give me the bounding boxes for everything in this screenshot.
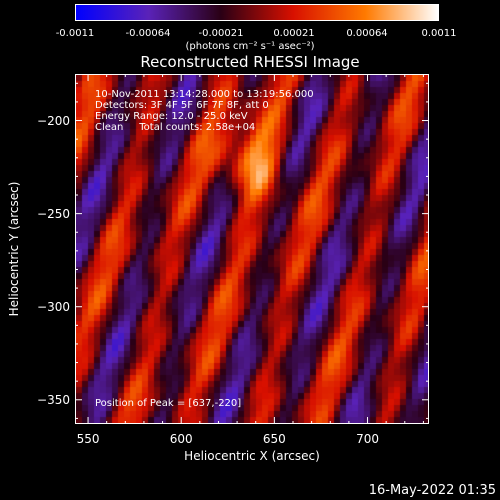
annotation-energy: Energy Range: 12.0 - 25.0 keV <box>95 111 248 122</box>
y-tick-label: −200 <box>37 113 70 128</box>
x-tick-label: 650 <box>262 432 286 446</box>
x-tick-label: 700 <box>356 432 379 446</box>
y-tick-label: −350 <box>37 392 70 407</box>
colorbar-tick: 0.0011 <box>421 28 457 39</box>
colorbar-tick: -0.00064 <box>125 28 171 39</box>
colorbar <box>75 4 439 21</box>
colorbar-tick: -0.00021 <box>198 28 244 39</box>
heatmap-image <box>76 75 428 423</box>
x-tick-label: 550 <box>76 432 100 446</box>
date-stamp: 16-May-2022 01:35 <box>368 483 496 498</box>
y-tick-label: −300 <box>37 299 70 314</box>
annotation-clean: Clean Total counts: 2.58e+04 <box>95 122 256 133</box>
colorbar-tick: 0.00064 <box>346 28 388 39</box>
colorbar-tick: 0.00021 <box>273 28 315 39</box>
annotation-detectors: Detectors: 3F 4F 5F 6F 7F 8F, att 0 <box>95 100 269 111</box>
y-tick-label: −250 <box>37 206 70 221</box>
chart-title: Reconstructed RHESSI Image <box>140 53 360 71</box>
colorbar-tick: -0.0011 <box>55 28 95 39</box>
colorbar-units: (photons cm⁻² s⁻¹ asec⁻²) <box>185 41 315 52</box>
plot-area: 10-Nov-2011 13:14:28.000 to 13:19:56.000… <box>75 74 429 424</box>
annotation-time: 10-Nov-2011 13:14:28.000 to 13:19:56.000 <box>95 89 314 100</box>
y-axis-label: Heliocentric Y (arcsec) <box>7 181 21 317</box>
annotation-peak: Position of Peak = [637,-220] <box>95 398 242 409</box>
x-tick-label: 600 <box>169 432 193 446</box>
x-axis-label: Heliocentric X (arcsec) <box>184 449 320 463</box>
